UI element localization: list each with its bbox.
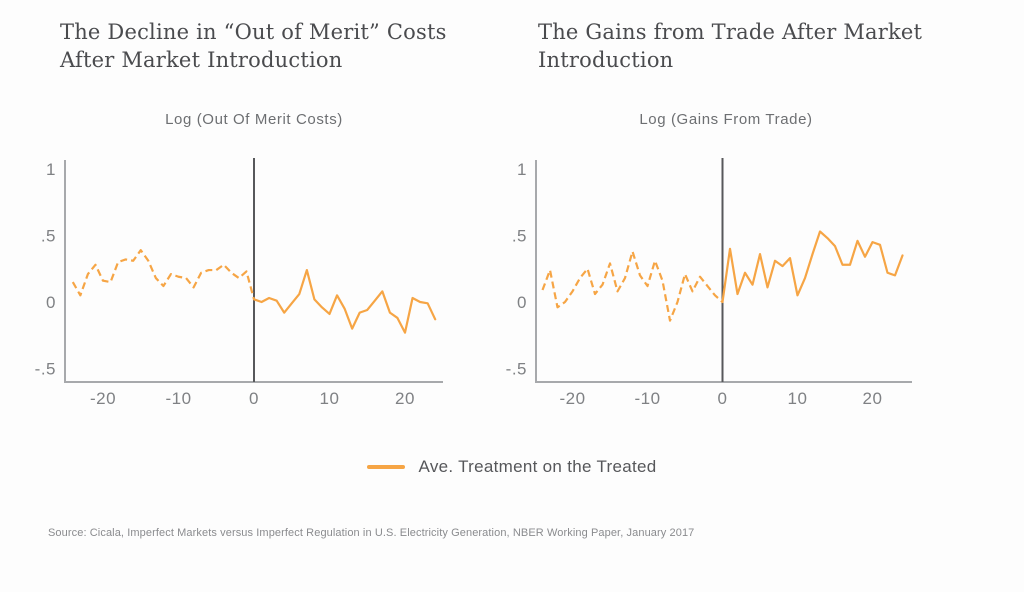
right-chart-title: The Gains from Trade After Market Introd… (538, 20, 923, 72)
left-chart-x-tick-label: 0 (249, 389, 259, 408)
right-chart-series-pre (541, 250, 724, 322)
left-chart-x-tick-label: 10 (320, 389, 340, 408)
left-chart-series-pre (71, 249, 256, 300)
left-chart-y-tick-label: 0 (46, 293, 56, 312)
right-chart-axis-title: Log (Gains From Trade) (639, 111, 813, 128)
right-chart-x-tick-label: -10 (634, 389, 660, 408)
left-chart-x-tick-label: -10 (165, 389, 191, 408)
right-chart-x-tick-label: 0 (718, 389, 728, 408)
right-chart-plot: 1 .5 0 -.5 -20 -10 0 10 20 (506, 158, 912, 408)
left-chart-plot: 1 .5 0 -.5 -20 -10 0 10 20 (35, 158, 443, 408)
legend-label: Ave. Treatment on the Treated (418, 457, 657, 476)
right-chart-y-tick-label: -.5 (506, 360, 527, 379)
left-chart-series-post (252, 268, 437, 334)
right-chart-y-tick-label: .5 (512, 227, 527, 246)
right-chart-x-tick-label: 10 (788, 389, 808, 408)
left-chart-axis-title: Log (Out Of Merit Costs) (165, 111, 343, 128)
left-chart-y-tick-label: .5 (41, 227, 56, 246)
left-chart-title: The Decline in “Out of Merit” Costs Afte… (60, 20, 447, 72)
left-chart-y-tick-label: -.5 (35, 360, 56, 379)
legend: Ave. Treatment on the Treated (0, 456, 1024, 478)
right-chart-x-tick-label: 20 (863, 389, 883, 408)
legend-line-swatch (367, 465, 406, 469)
left-chart-y-tick-label: 1 (46, 160, 56, 179)
right-chart-series-post (721, 230, 904, 304)
right-chart-x-tick-label: -20 (559, 389, 585, 408)
left-chart-x-tick-label: 20 (395, 389, 415, 408)
right-chart-y-tick-label: 1 (517, 160, 527, 179)
left-chart-x-tick-label: -20 (90, 389, 116, 408)
source-text: Source: Cicala, Imperfect Markets versus… (48, 527, 695, 539)
right-chart-y-tick-label: 0 (517, 293, 527, 312)
